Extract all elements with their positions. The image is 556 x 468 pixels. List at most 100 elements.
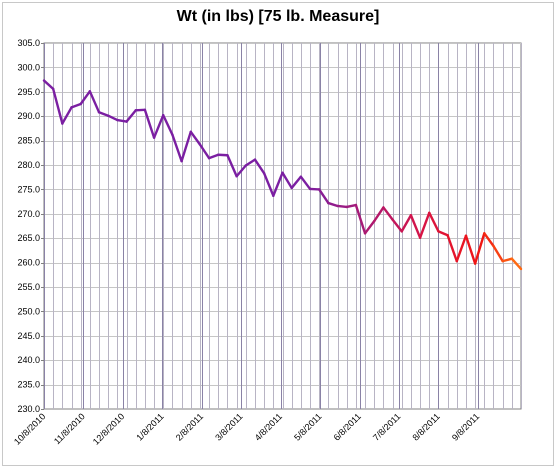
data-point — [42, 79, 46, 82]
data-point — [180, 159, 183, 163]
y-tick-label: 245.0 — [17, 331, 40, 341]
series-segment — [354, 203, 367, 235]
series-segment — [171, 133, 183, 163]
data-point — [272, 194, 275, 197]
data-point — [61, 122, 64, 125]
data-point — [226, 154, 229, 157]
data-point — [428, 211, 431, 214]
data-point — [189, 130, 192, 133]
series-segment — [363, 219, 376, 235]
data-point — [171, 133, 174, 136]
data-point — [373, 220, 376, 223]
x-tick-label: 5/8/2011 — [292, 411, 323, 442]
y-tick-label: 270.0 — [17, 209, 40, 219]
series-segment — [262, 172, 275, 197]
series-segment — [464, 234, 477, 265]
y-tick-label: 235.0 — [17, 380, 40, 390]
data-point — [327, 201, 330, 205]
data-point — [263, 172, 266, 175]
series-segment — [198, 143, 211, 160]
data-point — [88, 90, 91, 93]
data-point — [418, 236, 422, 239]
series-segment — [501, 257, 514, 263]
data-point — [107, 114, 110, 117]
data-point — [354, 203, 357, 207]
series-segment — [281, 171, 293, 190]
data-point — [474, 262, 477, 265]
x-tick-label: 4/8/2011 — [253, 411, 284, 442]
series-segment — [207, 153, 220, 160]
series-segment — [79, 90, 92, 106]
x-tick-label: 3/8/2011 — [213, 411, 244, 442]
chart-title: Wt (in lbs) [75 lb. Measure] — [176, 8, 380, 25]
series-segment — [345, 203, 358, 209]
series-segment — [42, 79, 55, 91]
x-tick-label: 9/8/2011 — [450, 411, 481, 442]
data-point — [483, 232, 486, 235]
x-tick-label: 2/8/2011 — [174, 411, 205, 442]
data-point — [208, 157, 211, 160]
x-tick-label: 8/8/2011 — [410, 411, 441, 442]
series-segment — [162, 114, 174, 136]
series-segment — [152, 114, 165, 139]
series-segment — [61, 106, 73, 125]
series-segment — [492, 244, 504, 263]
data-point — [400, 230, 403, 233]
y-tick-label: 300.0 — [17, 62, 40, 72]
data-point — [299, 175, 302, 178]
series-segment — [437, 230, 449, 237]
series-segment — [180, 130, 192, 163]
data-point — [455, 260, 458, 263]
y-tick-label: 305.0 — [17, 38, 40, 48]
y-tick-label: 230.0 — [17, 404, 40, 414]
series-segment — [473, 232, 486, 265]
series-segment — [189, 130, 202, 146]
x-tick-label: 6/8/2011 — [332, 411, 363, 442]
series-segment — [299, 175, 312, 191]
series-segment — [418, 211, 431, 239]
data-point — [409, 214, 413, 217]
series-segment — [125, 109, 137, 123]
y-tick-label: 290.0 — [17, 111, 40, 121]
data-point — [52, 87, 55, 90]
data-point — [143, 108, 147, 111]
series-segment — [382, 206, 394, 221]
series-segment — [97, 111, 110, 117]
data-point — [290, 186, 293, 190]
series-segment — [483, 232, 495, 248]
y-tick-label: 255.0 — [17, 282, 40, 292]
y-tick-label: 260.0 — [17, 258, 40, 268]
data-point — [382, 206, 385, 209]
data-point — [125, 120, 128, 123]
plot-area — [43, 42, 522, 410]
series-segment — [428, 211, 440, 233]
data-point — [345, 205, 348, 209]
series-segment — [88, 90, 101, 114]
data-point — [336, 204, 339, 208]
y-tick-label: 295.0 — [17, 87, 40, 97]
series-segment — [446, 234, 458, 263]
data-point — [510, 257, 513, 260]
x-tick-label: 1/8/2011 — [134, 411, 165, 442]
series-segment — [143, 108, 156, 139]
y-tick-label: 280.0 — [17, 160, 40, 170]
series-segment — [226, 154, 238, 178]
series-segment — [409, 214, 422, 239]
data-point — [253, 158, 257, 161]
data-point — [437, 230, 440, 233]
series-segment — [336, 204, 348, 209]
series-segment — [70, 102, 82, 109]
series-segment — [272, 171, 284, 197]
data-point — [318, 188, 321, 191]
series-segment — [391, 218, 403, 233]
series-segment — [510, 257, 523, 271]
data-point — [446, 234, 449, 237]
series-segment — [317, 188, 330, 205]
series-segment — [373, 206, 385, 223]
series-segment — [51, 87, 64, 125]
x-tick-label: 12/8/2010 — [91, 411, 126, 446]
data-point — [79, 102, 82, 106]
series-segment — [327, 201, 339, 208]
